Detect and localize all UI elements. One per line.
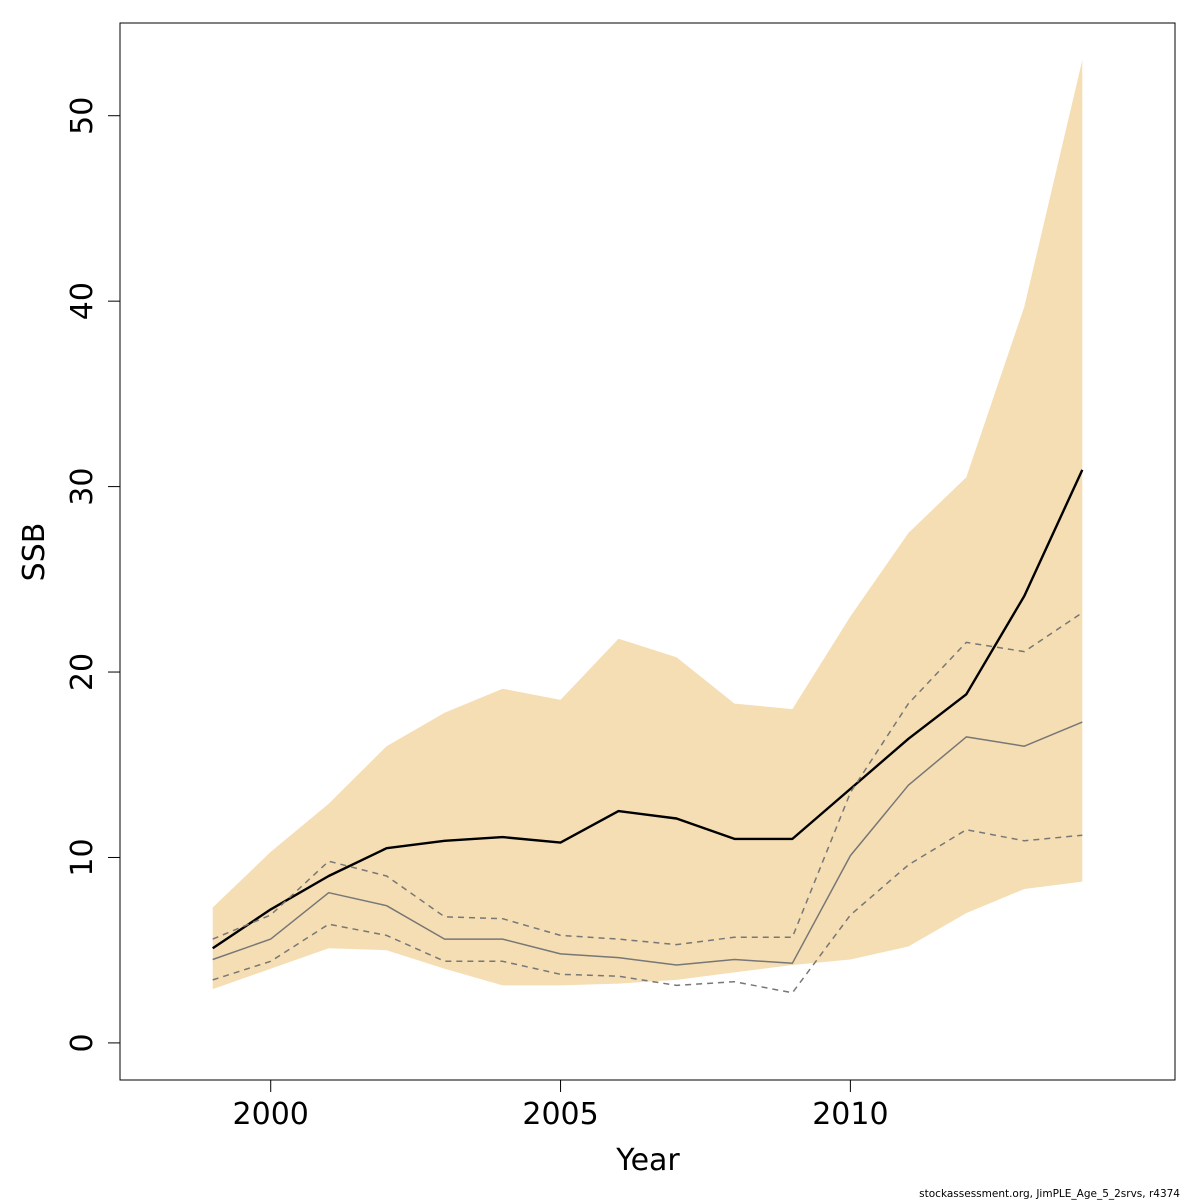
y-tick-label: 40	[65, 282, 100, 320]
x-tick-label: 2000	[233, 1097, 309, 1132]
y-tick-label: 50	[65, 97, 100, 135]
series-line-1	[212, 469, 1084, 950]
x-axis-title: Year	[615, 1143, 680, 1178]
x-tick-label: 2010	[812, 1097, 888, 1132]
y-axis: 0 10 20 30 40 50	[65, 97, 121, 1052]
series-line-2	[212, 721, 1083, 966]
confidence-band	[212, 60, 1083, 990]
footer-note: stockassessment.org, JimPLE_Age_5_2srvs,…	[919, 1188, 1180, 1200]
series-line-3	[212, 612, 1083, 946]
y-tick-label: 0	[65, 1033, 100, 1052]
y-tick-label: 20	[65, 653, 100, 691]
x-tick-label: 2005	[522, 1097, 598, 1132]
series-line-4	[212, 828, 1083, 994]
y-tick-label: 30	[65, 468, 100, 506]
y-axis-title: SSB	[17, 523, 52, 582]
x-axis: 2000 2005 2010	[233, 1079, 889, 1132]
series-lines	[212, 469, 1084, 994]
y-tick-label: 10	[65, 838, 100, 876]
